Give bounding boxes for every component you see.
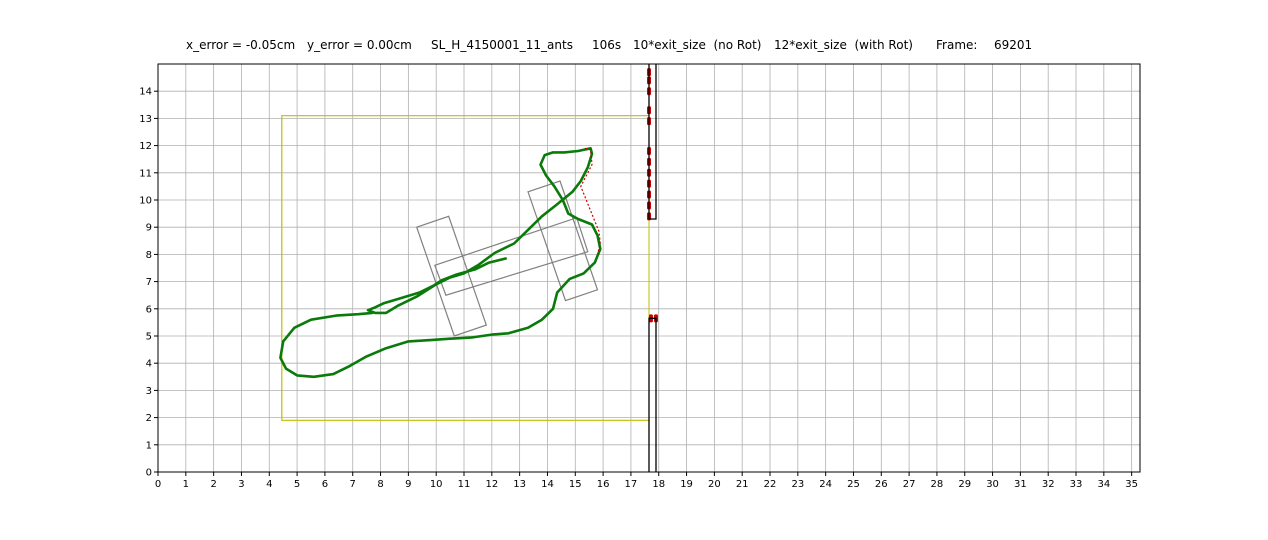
y-error-label: y_error = 0.00cm: [307, 38, 412, 52]
x-tick-label: 9: [405, 479, 411, 490]
x-tick-label: 33: [1070, 479, 1083, 490]
x-tick-label: 4: [266, 479, 272, 490]
x-tick-label: 20: [708, 479, 721, 490]
x-tick-label: 18: [652, 479, 665, 490]
x-tick-label: 21: [736, 479, 749, 490]
x-tick-label: 28: [931, 479, 944, 490]
x-tick-label: 12: [485, 479, 498, 490]
x-tick-label: 15: [569, 479, 582, 490]
x-tick-label: 32: [1042, 479, 1055, 490]
x-tick-label: 2: [210, 479, 216, 490]
x-axis: 0 1 2 3 4 5 6 7 8 9 10 11 12 13 14 15 16 17 18 19 20 21 22 23 24…: [155, 472, 1138, 490]
y-tick-label: 6: [146, 304, 152, 315]
x-tick-label: 13: [513, 479, 526, 490]
walls-layer: [648, 64, 657, 472]
x-tick-label: 30: [986, 479, 999, 490]
y-tick-label: 8: [146, 250, 152, 261]
exit-wall: [648, 317, 657, 472]
y-tick-label: 5: [146, 332, 152, 343]
y-tick-label: 3: [146, 386, 152, 397]
trajectory-rot-line: [580, 147, 601, 255]
trajectory-line: [279, 147, 602, 379]
x-tick-label: 3: [238, 479, 244, 490]
x-tick-label: 34: [1097, 479, 1110, 490]
experiment-label: SL_H_4150001_11_ants: [431, 38, 573, 52]
arena-layer: [281, 115, 650, 421]
x-tick-label: 1: [183, 479, 189, 490]
y-tick-label: 2: [146, 413, 152, 424]
x-tick-label: 14: [541, 479, 554, 490]
shape-outline: [527, 180, 599, 302]
y-tick-label: 13: [139, 114, 152, 125]
trajectory-layer: [279, 68, 658, 379]
y-tick-label: 7: [146, 277, 152, 288]
x-tick-label: 5: [294, 479, 300, 490]
x-tick-label: 27: [903, 479, 916, 490]
frame-label: Frame:: [936, 38, 978, 52]
x-tick-label: 22: [764, 479, 777, 490]
y-tick-label: 11: [139, 168, 152, 179]
x-tick-label: 31: [1014, 479, 1027, 490]
chart-title: x_error = -0.05cm y_error = 0.00cm SL_H_…: [0, 38, 1268, 164]
y-tick-label: 4: [146, 359, 152, 370]
x-tick-label: 7: [350, 479, 356, 490]
exit-with-rot-label: 12*exit_size (with Rot): [774, 38, 913, 52]
x-tick-label: 8: [377, 479, 383, 490]
y-tick-label: 12: [139, 141, 152, 152]
x-tick-label: 25: [847, 479, 860, 490]
y-tick-label: 14: [139, 87, 152, 98]
y-tick-label: 10: [139, 196, 152, 207]
x-tick-label: 10: [430, 479, 443, 490]
arena-boundary: [281, 115, 649, 421]
x-tick-label: 35: [1125, 479, 1138, 490]
x-error-label: x_error = -0.05cm: [186, 38, 296, 52]
x-tick-label: 26: [875, 479, 888, 490]
x-tick-label: 0: [155, 479, 161, 490]
shape-outline: [434, 216, 589, 296]
frame-value: 69201: [994, 38, 1033, 52]
shape-layer: [415, 180, 599, 337]
x-tick-label: 24: [819, 479, 832, 490]
x-tick-label: 23: [791, 479, 804, 490]
exit-wall: [648, 64, 657, 220]
x-tick-label: 17: [625, 479, 638, 490]
x-tick-label: 11: [458, 479, 471, 490]
x-tick-label: 19: [680, 479, 693, 490]
y-tick-label: 9: [146, 223, 152, 234]
axes-frame: [157, 63, 1141, 473]
y-tick-label: 0: [146, 468, 152, 479]
x-tick-label: 29: [958, 479, 971, 490]
exit-no-rot-label: 10*exit_size (no Rot): [633, 38, 762, 52]
x-tick-label: 6: [322, 479, 328, 490]
time-label: 106s: [592, 38, 622, 52]
y-tick-label: 1: [146, 440, 152, 451]
shape-outline: [415, 215, 488, 337]
x-tick-label: 16: [597, 479, 610, 490]
